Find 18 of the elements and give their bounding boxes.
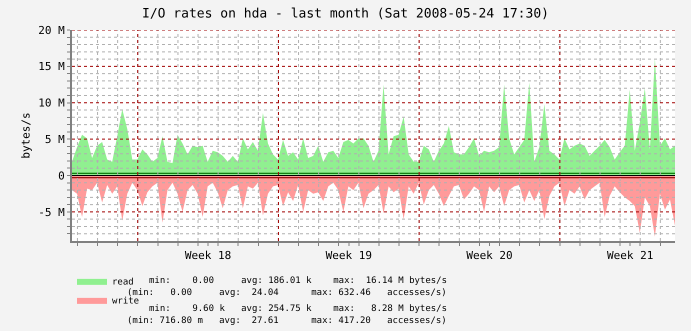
legend-label: write — [112, 296, 140, 306]
x-tick-label: Week 19 — [326, 249, 372, 262]
x-tick-label: Week 20 — [466, 249, 513, 262]
y-tick-label: 20 M — [38, 24, 66, 37]
legend-label: read — [112, 277, 134, 288]
text: (min: 716.80 m avg: 27.61 max: 417.20 accesses/s) — [127, 316, 447, 326]
text: (min: 0.00 avg: 24.04 max: 632.46 accesses/s) — [127, 288, 447, 298]
x-tick-label: Week 18 — [184, 249, 232, 262]
chart-title: I/O rates on hda - last month (Sat 2008-05-24 17:30) — [142, 6, 549, 22]
y-tick-label: 0 — [58, 169, 65, 182]
y-tick-label: 10 M — [38, 96, 66, 110]
text: min: 0.00 avg: 186.01 k max: 16.14 M bytes/s — [149, 276, 448, 286]
y-axis-title: bytes/s — [19, 112, 32, 159]
text: min: 9.60 k avg: 254.75 k max: 8.28 M bytes/s — [149, 304, 448, 314]
x-tick-label: Week 21 — [607, 249, 654, 262]
y-tick-label: 5 M — [44, 132, 66, 146]
y-tick-label: 15 M — [38, 60, 66, 74]
y-tick-label: -5 M — [38, 206, 66, 219]
